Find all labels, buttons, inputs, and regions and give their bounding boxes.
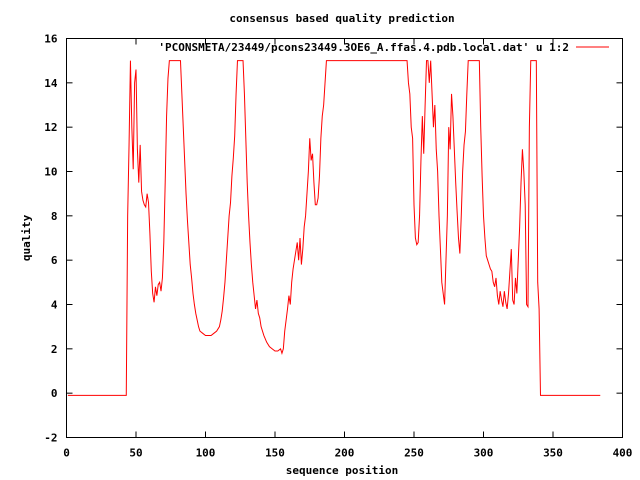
series-line xyxy=(67,60,601,396)
x-axis-label: sequence position xyxy=(286,464,399,477)
x-tick-label: 200 xyxy=(335,447,355,460)
y-axis-label: quality xyxy=(20,214,33,261)
x-tick-label: 350 xyxy=(543,447,563,460)
plot-frame xyxy=(66,38,623,438)
y-tick-label: -2 xyxy=(44,432,57,445)
y-tick-label: 0 xyxy=(51,387,58,400)
y-tick-label: 4 xyxy=(51,299,58,312)
y-tick-label: 12 xyxy=(44,121,57,134)
x-tick-label: 100 xyxy=(196,447,216,460)
y-tick-label: 10 xyxy=(44,166,57,179)
series-lines xyxy=(67,60,601,396)
tick-labels: 0 50 100 150 200 250 300 350 400 -2 0 2 4 6 8 10 12 14 16 xyxy=(44,33,632,460)
y-tick-label: 2 xyxy=(51,343,58,356)
chart-title: consensus based quality prediction xyxy=(229,12,454,25)
y-tick-label: 8 xyxy=(51,210,58,223)
x-tick-label: 150 xyxy=(265,447,285,460)
y-tick-label: 14 xyxy=(44,77,58,90)
y-tick-label: 6 xyxy=(51,254,58,267)
x-tick-label: 400 xyxy=(613,447,633,460)
y-tick-label: 16 xyxy=(44,33,58,46)
x-tick-label: 300 xyxy=(474,447,494,460)
legend-label: 'PCONSMETA/23449/pcons23449.3OE6_A.ffas.… xyxy=(158,41,569,54)
x-tick-label: 0 xyxy=(63,447,70,460)
x-tick-label: 50 xyxy=(129,447,142,460)
legend: 'PCONSMETA/23449/pcons23449.3OE6_A.ffas.… xyxy=(158,41,609,54)
x-tick-label: 250 xyxy=(404,447,424,460)
